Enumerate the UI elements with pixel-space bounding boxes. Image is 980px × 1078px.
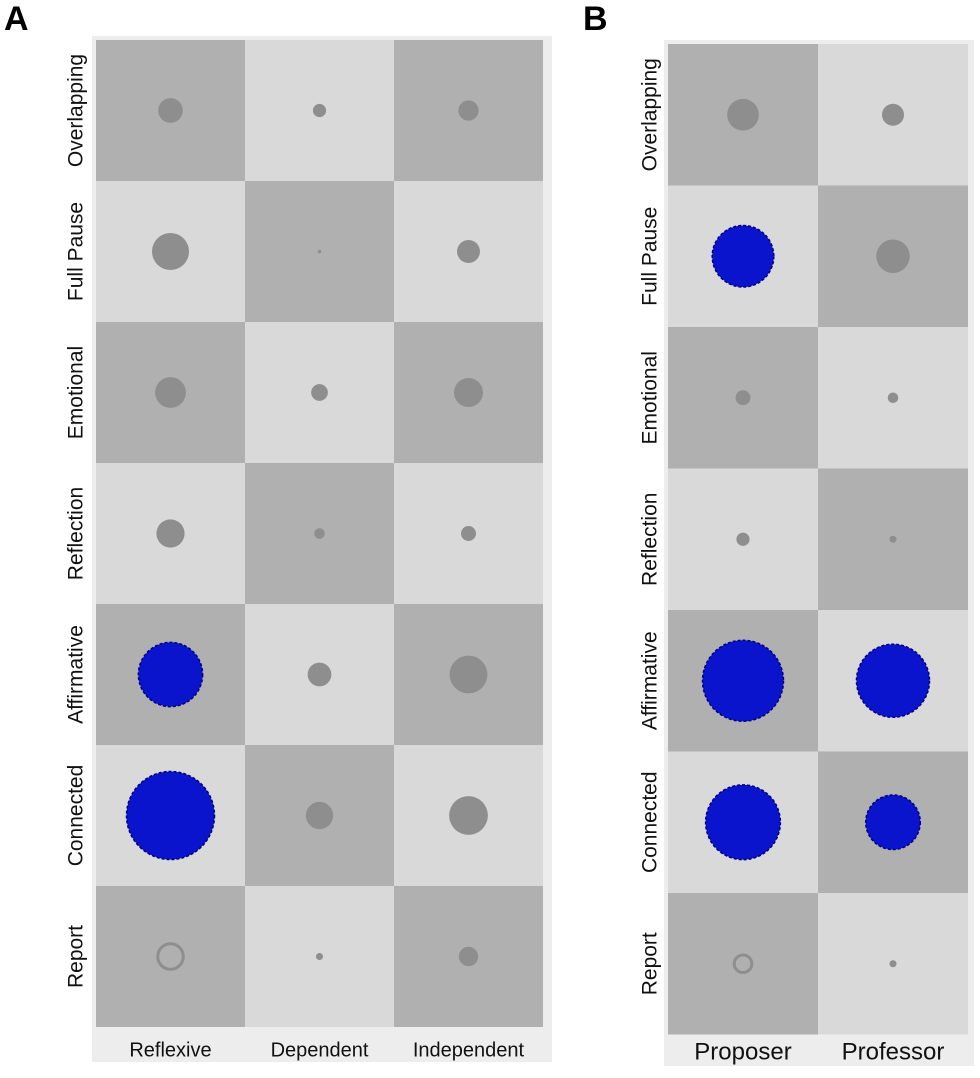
row-label: Report: [639, 932, 662, 995]
gray-dot: [457, 240, 480, 263]
highlighted-dot: [137, 641, 204, 708]
highlighted-dot: [704, 784, 782, 861]
gray-dot: [458, 946, 479, 967]
gray-dot: [311, 384, 328, 401]
gray-dot: [314, 528, 325, 539]
gray-dot: [887, 392, 899, 404]
column-label: Proposer: [694, 1038, 791, 1065]
row-label: Affirmative: [639, 631, 662, 730]
gray-dot: [458, 100, 479, 121]
column-label: Professor: [842, 1038, 945, 1065]
gray-dot: [317, 249, 322, 254]
gray-dot: [156, 519, 185, 548]
row-label: Emotional: [639, 351, 662, 444]
gray-dot: [889, 960, 897, 968]
row-label: Reflection: [639, 493, 662, 586]
gray-dot: [152, 233, 189, 270]
gray-dot: [449, 655, 488, 694]
row-label: Overlapping: [65, 54, 88, 167]
gray-dot: [735, 390, 751, 406]
panel-b-label: B: [583, 0, 608, 38]
gray-dot: [732, 953, 754, 975]
gray-dot: [461, 526, 476, 541]
gray-dot: [889, 535, 897, 543]
row-label: Connected: [639, 771, 662, 873]
column-label: Reflexive: [129, 1039, 211, 1061]
gray-dot: [312, 103, 327, 118]
gray-dot: [882, 103, 904, 126]
panel-a-label: A: [4, 0, 29, 38]
row-label: Report: [65, 925, 88, 988]
gray-dot: [155, 377, 186, 408]
row-label: Full Pause: [65, 202, 88, 301]
gray-dot: [727, 98, 759, 131]
row-label: Affirmative: [65, 625, 88, 724]
panel-b-grid: Overlapping Full Pause Emotional Reflection…: [639, 40, 974, 1066]
gray-dot: [158, 98, 183, 123]
gray-dot: [305, 801, 334, 830]
column-label: Independent: [413, 1039, 525, 1061]
gray-dot: [453, 377, 484, 408]
gray-dot: [876, 239, 910, 273]
row-label: Reflection: [65, 487, 88, 580]
gray-dot: [307, 662, 332, 687]
highlighted-dot: [711, 224, 775, 288]
highlighted-dot: [125, 770, 216, 861]
gray-dot: [156, 942, 185, 971]
column-label: Dependent: [271, 1039, 369, 1061]
highlighted-dot: [864, 794, 922, 851]
highlighted-dot: [701, 639, 785, 722]
row-label: Emotional: [65, 346, 88, 439]
row-label: Overlapping: [639, 58, 662, 171]
panel-a-grid: Overlapping Full Pause Emotional Reflection…: [65, 36, 552, 1062]
gray-dot: [449, 796, 488, 835]
row-label: Full Pause: [639, 207, 662, 306]
highlighted-dot: [855, 643, 931, 719]
gray-dot: [736, 532, 750, 546]
row-label: Connected: [65, 765, 88, 867]
gray-dot: [315, 952, 324, 961]
